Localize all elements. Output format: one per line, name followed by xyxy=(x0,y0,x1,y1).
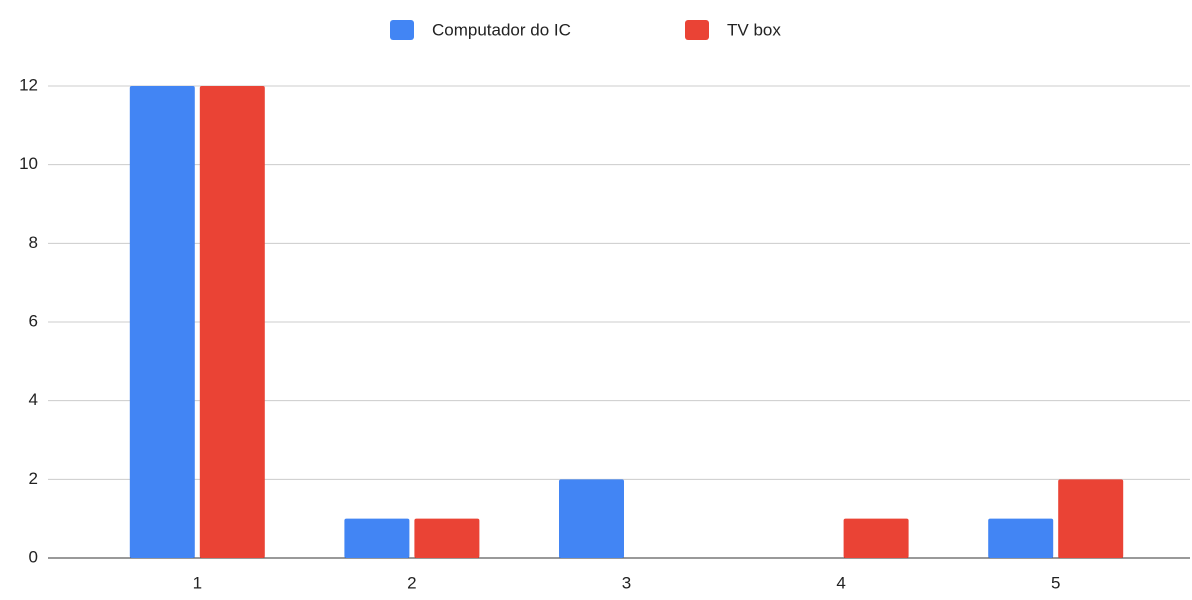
x-tick-label: 1 xyxy=(193,573,202,592)
legend-swatch xyxy=(390,20,414,40)
y-tick-label: 6 xyxy=(29,311,38,330)
y-tick-label: 12 xyxy=(19,75,38,94)
legend-swatch xyxy=(685,20,709,40)
y-tick-label: 10 xyxy=(19,154,38,173)
legend-label: Computador do IC xyxy=(432,20,571,39)
bar xyxy=(199,86,265,558)
y-tick-label: 8 xyxy=(29,233,38,252)
legend-label: TV box xyxy=(727,20,781,39)
x-tick-label: 5 xyxy=(1051,573,1060,592)
bar xyxy=(129,86,195,558)
y-tick-label: 4 xyxy=(29,390,38,409)
x-tick-label: 2 xyxy=(407,573,416,592)
bar xyxy=(344,518,410,558)
x-tick-label: 3 xyxy=(622,573,631,592)
bar xyxy=(1058,479,1124,558)
bar xyxy=(843,518,909,558)
y-tick-label: 0 xyxy=(29,547,38,566)
bar xyxy=(559,479,624,558)
bar xyxy=(414,518,480,558)
y-tick-label: 2 xyxy=(29,469,38,488)
x-tick-label: 4 xyxy=(836,573,845,592)
bar xyxy=(988,518,1054,558)
